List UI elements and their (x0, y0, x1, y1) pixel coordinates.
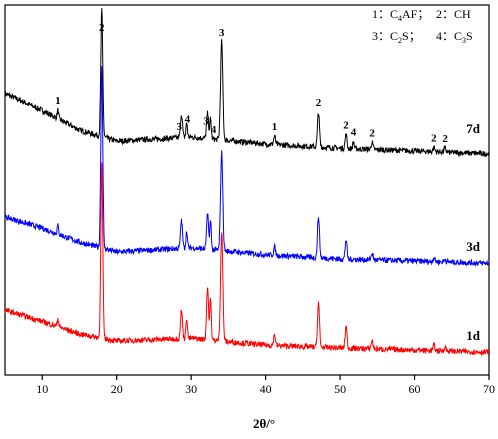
series-line-7d (4, 8, 490, 158)
series-label-3d: 3d (466, 239, 481, 254)
peak-label: 2 (343, 119, 349, 131)
peak-label: 1 (55, 95, 61, 107)
peak-label: 2 (431, 133, 437, 145)
x-tick-label: 30 (185, 382, 197, 396)
series-line-3d (4, 65, 490, 268)
peak-label: 2 (99, 22, 105, 34)
series-label-1d: 1d (466, 328, 481, 343)
plot-area: 7d 3d 1d (4, 4, 490, 376)
peak-label: 2 (369, 127, 375, 139)
series-label-7d: 7d (466, 121, 481, 136)
peak-label: 3 (176, 121, 182, 133)
peak-label: 3 (203, 116, 209, 128)
peak-label: 3 (219, 27, 225, 39)
x-tick-label: 70 (483, 382, 495, 396)
legend-entry: 4：C3S (436, 29, 473, 45)
x-tick-label: 20 (111, 382, 123, 396)
x-tick-label: 60 (409, 382, 421, 396)
phase-legend: 1：C4AF； 2：CH 3：C2S； 4：C3S (372, 7, 473, 45)
peak-label: 4 (185, 114, 191, 126)
x-tick-label: 10 (36, 382, 48, 396)
peak-label: 4 (211, 124, 217, 136)
x-tick-label: 50 (334, 382, 346, 396)
peak-label: 2 (442, 133, 448, 145)
legend-entry: 1：C4AF； (372, 7, 429, 23)
legend-entry: 3：C2S； (372, 29, 421, 45)
plot-frame (4, 4, 490, 376)
peak-label: 4 (351, 127, 357, 139)
x-tick-label: 40 (260, 382, 272, 396)
peak-label: 1 (272, 121, 278, 133)
series-line-1d (4, 162, 490, 357)
x-axis-title: 2θ/° (253, 416, 275, 431)
peak-label: 2 (316, 97, 322, 109)
x-axis: 10 20 30 40 50 60 70 (36, 375, 495, 396)
legend-entry: 2：CH (436, 7, 471, 21)
